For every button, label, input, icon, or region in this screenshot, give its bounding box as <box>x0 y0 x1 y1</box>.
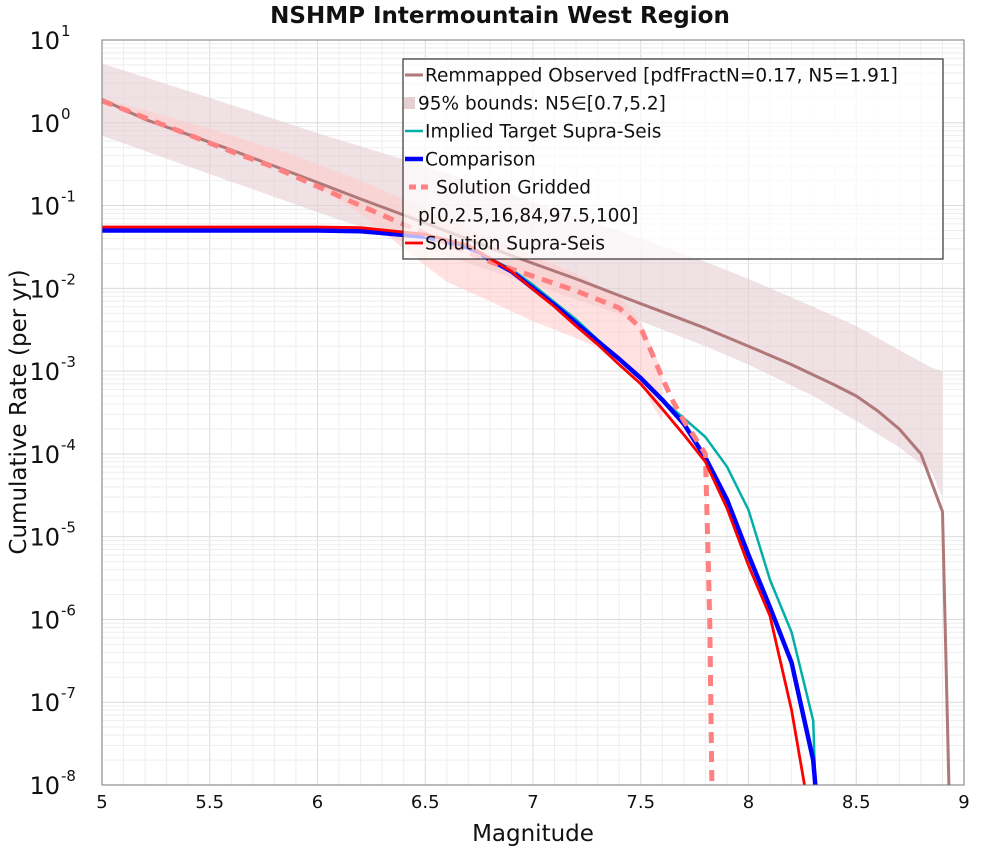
chart-title: NSHMP Intermountain West Region <box>270 3 730 29</box>
y-tick-label: 10 -8 <box>29 767 76 800</box>
y-tick-label: 10 -7 <box>29 684 76 717</box>
y-tick-base: 10 <box>29 358 60 386</box>
y-tick-label: 10 -2 <box>29 270 76 303</box>
y-tick-exponent: -4 <box>61 436 76 454</box>
y-tick-label: 10 -6 <box>29 601 76 634</box>
legend-item-target: Implied Target Supra-Seis <box>405 122 661 143</box>
x-tick-label: 5 <box>96 792 107 813</box>
y-tick-base: 10 <box>29 524 60 552</box>
y-tick-label: 10 -5 <box>29 519 76 552</box>
y-tick-base: 10 <box>29 275 60 303</box>
x-tick-label: 5.5 <box>195 792 224 813</box>
legend-label: 95% bounds: N5∈[0.7,5.2] <box>418 94 666 115</box>
x-tick-label: 6 <box>312 792 323 813</box>
legend-label: Solution Supra-Seis <box>425 234 605 255</box>
x-tick-label: 7.5 <box>626 792 655 813</box>
plot-frame <box>101 39 965 786</box>
legend-swatch <box>404 97 415 109</box>
x-tick-label: 8.5 <box>842 792 871 813</box>
y-tick-exponent: 0 <box>61 105 71 123</box>
y-tick-exponent: 1 <box>61 22 71 40</box>
y-tick-exponent: -2 <box>61 270 76 288</box>
y-tick-base: 10 <box>29 27 60 55</box>
legend-label: Implied Target Supra-Seis <box>425 122 661 143</box>
y-tick-base: 10 <box>29 606 60 634</box>
y-tick-base: 10 <box>29 193 60 221</box>
legend-item-percentiles: p[0,2.5,16,84,97.5,100] <box>418 206 638 227</box>
x-tick-label: 8 <box>743 792 754 813</box>
y-tick-base: 10 <box>29 441 60 469</box>
y-tick-exponent: -8 <box>61 767 76 785</box>
x-axis-label: Magnitude <box>472 821 594 847</box>
y-tick-label: 10 0 <box>29 105 70 138</box>
legend-label: Comparison <box>425 150 536 171</box>
y-tick-exponent: -3 <box>61 353 76 371</box>
y-tick-label: 10 -3 <box>29 353 76 386</box>
x-tick-label: 9 <box>958 792 969 813</box>
legend-label: Remmapped Observed [pdfFractN=0.17, N5=1… <box>425 66 898 87</box>
y-tick-exponent: -7 <box>61 684 76 702</box>
x-tick-labels: 5 5.5 6 6.5 7 7.5 8 8.5 9 <box>96 792 969 813</box>
y-tick-exponent: -6 <box>61 601 76 619</box>
y-axis-label: Cumulative Rate (per yr) <box>6 269 32 554</box>
legend: Remmapped Observed [pdfFractN=0.17, N5=1… <box>402 58 944 260</box>
x-tick-label: 7 <box>527 792 538 813</box>
legend-item-gridded: Solution Gridded <box>409 178 591 199</box>
legend-label: p[0,2.5,16,84,97.5,100] <box>418 206 638 227</box>
y-tick-label: 10 -4 <box>29 436 76 469</box>
legend-item-comparison: Comparison <box>405 150 536 171</box>
legend-item-supra: Solution Supra-Seis <box>405 234 605 255</box>
y-tick-exponent: -1 <box>61 188 76 206</box>
legend-item-bounds: 95% bounds: N5∈[0.7,5.2] <box>404 94 666 115</box>
y-tick-base: 10 <box>29 689 60 717</box>
y-tick-base: 10 <box>29 772 60 800</box>
x-tick-label: 6.5 <box>411 792 440 813</box>
y-tick-label: 10 -1 <box>29 188 76 221</box>
legend-box <box>402 58 944 260</box>
legend-label: Solution Gridded <box>436 178 591 199</box>
legend-item-observed: Remmapped Observed [pdfFractN=0.17, N5=1… <box>405 66 898 87</box>
y-tick-exponent: -5 <box>61 519 76 537</box>
y-tick-label: 10 1 <box>29 22 70 55</box>
y-tick-base: 10 <box>29 110 60 138</box>
